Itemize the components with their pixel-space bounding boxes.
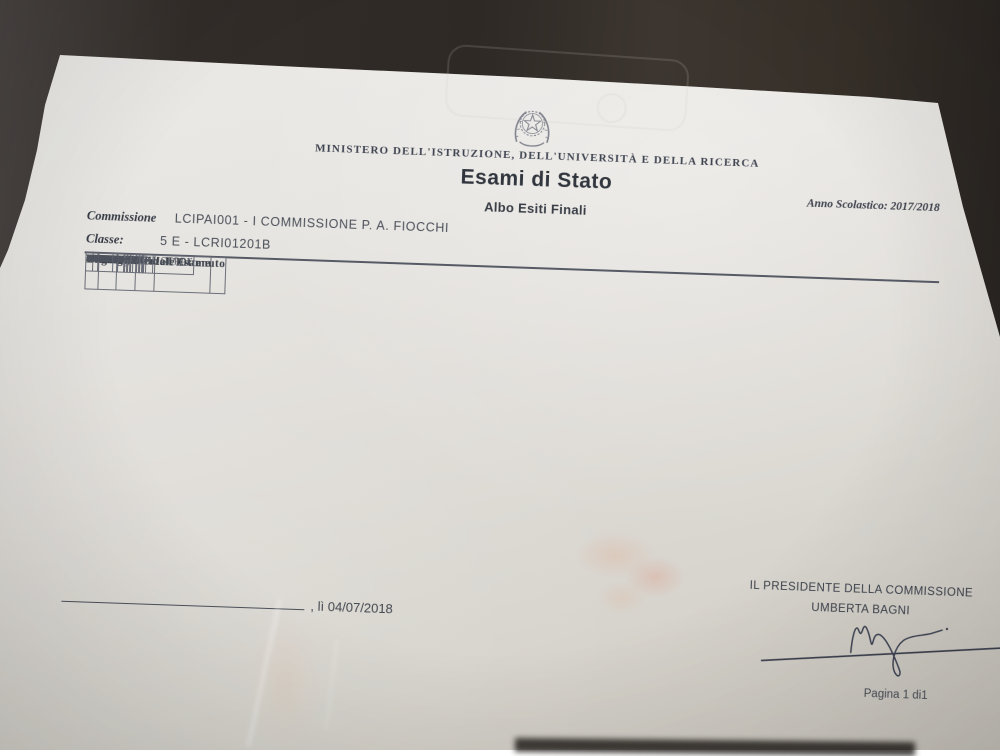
cell-punteggio: 60/100esimi bbox=[84, 252, 146, 274]
document-content: MINISTERO DELL'ISTRUZIONE, DELL'UNIVERSI… bbox=[61, 70, 1000, 702]
camera-lens-reflection bbox=[595, 92, 628, 125]
commissione-label: Commissione bbox=[86, 208, 157, 225]
date-text: , lì 04/07/2018 bbox=[310, 598, 394, 617]
classe-value: 5 E - LCRI01201B bbox=[159, 233, 272, 252]
bottom-edge-shadow bbox=[514, 737, 916, 756]
classe-label: Classe: bbox=[85, 231, 124, 247]
italian-republic-emblem-icon bbox=[514, 110, 550, 147]
president-signature-icon bbox=[760, 625, 1000, 677]
